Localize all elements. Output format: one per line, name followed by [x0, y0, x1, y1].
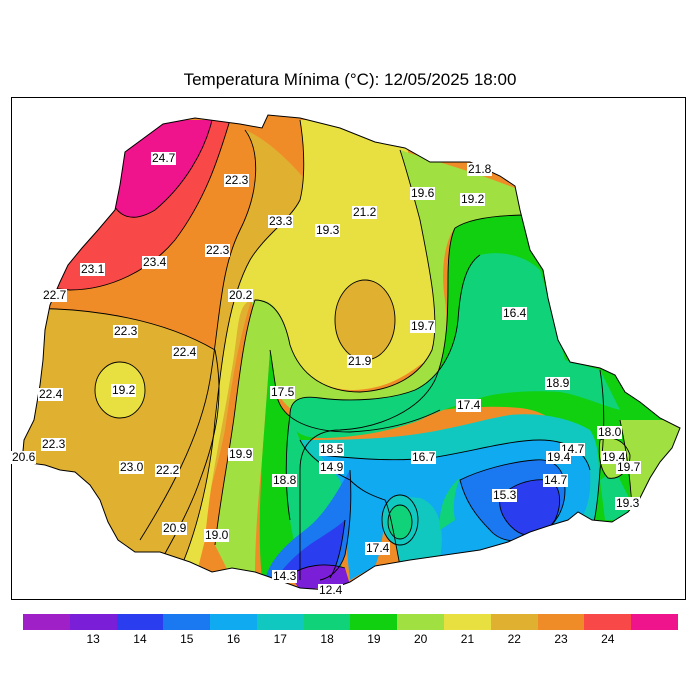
temperature-label: 19.0 — [204, 528, 230, 542]
temperature-label: 18.8 — [272, 473, 298, 487]
colorbar-segment — [350, 614, 398, 630]
temperature-label: 22.2 — [155, 463, 181, 477]
temperature-label: 22.3 — [205, 243, 231, 257]
colorbar-tick-label: 20 — [413, 632, 428, 646]
colorbar-segment — [256, 614, 304, 630]
temperature-label: 14.7 — [543, 473, 569, 487]
temperature-label: 23.4 — [142, 255, 168, 269]
temperature-label: 20.2 — [228, 288, 254, 302]
colorbar-segment — [631, 614, 678, 630]
temperature-label: 22.4 — [172, 345, 198, 359]
temperature-label: 18.9 — [545, 376, 571, 390]
temperature-label: 14.9 — [319, 460, 345, 474]
temperature-label: 22.4 — [38, 387, 64, 401]
colorbar-segment — [23, 614, 70, 630]
temperature-label: 17.4 — [456, 398, 482, 412]
state-outline — [21, 114, 681, 591]
temperature-label: 22.7 — [42, 288, 68, 302]
colorbar-tick-label: 19 — [367, 632, 381, 646]
colorbar-tick-label: 23 — [554, 632, 568, 646]
temperature-label: 14.3 — [272, 569, 298, 583]
temperature-label: 19.7 — [616, 460, 642, 474]
temperature-label: 19.6 — [410, 186, 436, 200]
colorbar-tick-label: 15 — [180, 632, 194, 646]
colorbar-tick-label: 14 — [133, 632, 147, 646]
temperature-label: 19.2 — [111, 383, 137, 397]
temperature-label: 12.4 — [318, 583, 344, 597]
colorbar-segment — [116, 614, 164, 630]
temperature-label: 23.3 — [268, 214, 294, 228]
colorbar-segment — [444, 614, 491, 630]
colorbar — [23, 614, 678, 630]
temperature-label: 16.4 — [502, 306, 528, 320]
colorbar-tick-label: 13 — [86, 632, 100, 646]
colorbar-segment — [397, 614, 445, 630]
colorbar-segment — [210, 614, 257, 630]
colorbar-segment — [537, 614, 585, 630]
temperature-label: 21.2 — [352, 205, 378, 219]
temperature-label: 23.1 — [80, 262, 106, 276]
temperature-label: 19.4 — [546, 450, 572, 464]
temperature-label: 22.3 — [41, 437, 67, 451]
colorbar-segment — [69, 614, 117, 630]
temperature-label: 17.5 — [270, 385, 296, 399]
temperature-label: 19.3 — [315, 223, 341, 237]
colorbar-segment — [584, 614, 632, 630]
colorbar-tick-label: 17 — [273, 632, 287, 646]
temperature-label: 22.3 — [224, 173, 250, 187]
temperature-label: 16.7 — [411, 450, 437, 464]
temperature-label: 19.3 — [615, 496, 641, 510]
temperature-label: 21.8 — [467, 162, 493, 176]
temperature-label: 19.2 — [460, 192, 486, 206]
temperature-label: 19.4 — [601, 450, 627, 464]
temperature-label: 17.4 — [365, 541, 391, 555]
colorbar-tick-label: 16 — [226, 632, 241, 646]
temperature-label: 18.5 — [319, 442, 345, 456]
temperature-label: 20.6 — [11, 450, 37, 464]
temperature-label: 15.3 — [492, 488, 518, 502]
temperature-label: 19.9 — [228, 447, 254, 461]
map-title: Temperatura Mínima (°C): 12/05/2025 18:0… — [183, 70, 517, 89]
colorbar-segment — [163, 614, 211, 630]
colorbar-segment — [303, 614, 351, 630]
colorbar-tick-label: 24 — [601, 632, 615, 646]
temperature-label: 22.3 — [113, 324, 139, 338]
colorbar-tick-label: 22 — [507, 632, 521, 646]
colorbar-tick-label: 21 — [460, 632, 475, 646]
colorbar-tick-label: 18 — [320, 632, 334, 646]
temperature-label: 24.7 — [151, 151, 177, 165]
temperature-label: 23.0 — [119, 460, 145, 474]
temperature-label: 19.7 — [410, 319, 436, 333]
temperature-label: 21.9 — [347, 354, 373, 368]
colorbar-segment — [490, 614, 538, 630]
temperature-label: 18.0 — [597, 425, 623, 439]
temperature-label: 20.9 — [162, 521, 188, 535]
